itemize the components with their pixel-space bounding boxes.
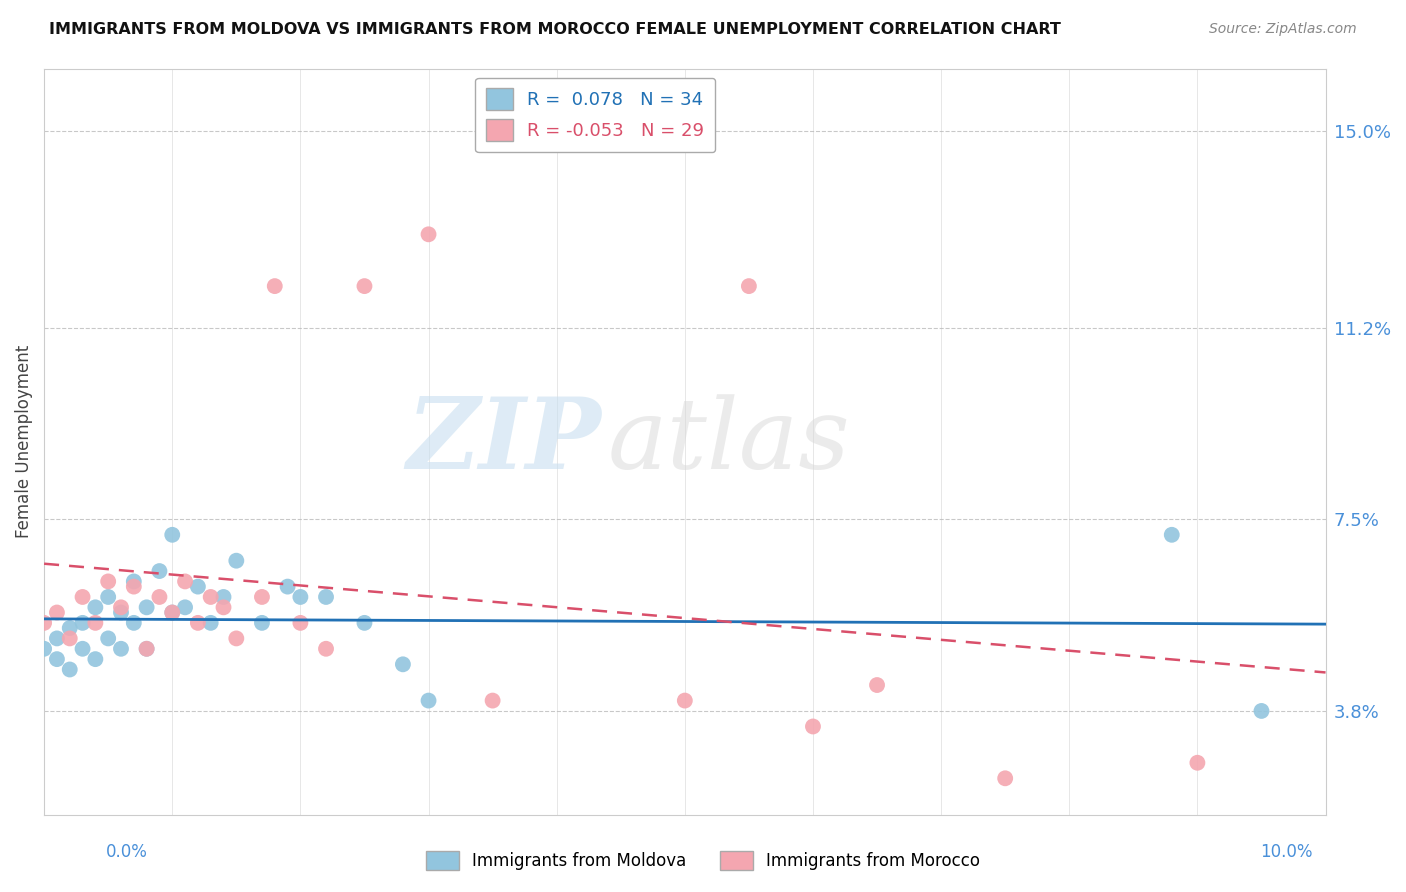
Point [110,600,132,615]
Point [212,590,235,604]
Point [97,590,120,604]
Point [148,590,170,604]
Point [174,600,197,615]
Point [162,528,184,542]
Point [45,652,67,666]
Point [84,600,107,615]
Point [97,632,120,646]
Point [59,621,82,635]
Text: 0.0%: 0.0% [105,843,148,861]
Point [148,564,170,578]
Y-axis label: Female Unemployment: Female Unemployment [15,345,32,538]
Point [97,574,120,589]
Point [135,600,157,615]
Point [212,600,235,615]
Point [122,615,145,630]
Point [290,615,312,630]
Point [200,590,222,604]
Point [200,615,222,630]
Point [187,615,209,630]
Point [32,615,55,630]
Text: Source: ZipAtlas.com: Source: ZipAtlas.com [1209,22,1357,37]
Point [45,606,67,620]
Point [72,615,94,630]
Point [32,641,55,656]
Point [277,580,299,594]
Point [315,641,337,656]
Point [110,606,132,620]
Point [353,615,375,630]
Text: ZIP: ZIP [406,393,602,490]
Point [59,663,82,677]
Point [418,693,440,707]
Point [45,632,67,646]
Point [72,641,94,656]
Point [481,693,503,707]
Point [353,279,375,293]
Point [994,772,1017,786]
Point [162,606,184,620]
Point [866,678,889,692]
Legend: Immigrants from Moldova, Immigrants from Morocco: Immigrants from Moldova, Immigrants from… [419,844,987,877]
Text: 10.0%: 10.0% [1260,843,1313,861]
Point [263,279,285,293]
Point [122,574,145,589]
Point [673,693,696,707]
Point [250,590,273,604]
Point [290,590,312,604]
Point [225,632,247,646]
Point [392,657,415,672]
Point [135,641,157,656]
Point [418,227,440,242]
Point [187,580,209,594]
Point [1187,756,1209,770]
Point [84,615,107,630]
Point [738,279,761,293]
Point [1160,528,1182,542]
Point [84,652,107,666]
Point [110,641,132,656]
Text: atlas: atlas [607,394,851,489]
Point [135,641,157,656]
Point [72,590,94,604]
Text: IMMIGRANTS FROM MOLDOVA VS IMMIGRANTS FROM MOROCCO FEMALE UNEMPLOYMENT CORRELATI: IMMIGRANTS FROM MOLDOVA VS IMMIGRANTS FR… [49,22,1062,37]
Point [122,580,145,594]
Point [225,554,247,568]
Point [162,606,184,620]
Point [174,574,197,589]
Legend: R =  0.078   N = 34, R = -0.053   N = 29: R = 0.078 N = 34, R = -0.053 N = 29 [475,78,716,153]
Point [315,590,337,604]
Point [250,615,273,630]
Point [59,632,82,646]
Point [1250,704,1272,718]
Point [801,719,824,733]
